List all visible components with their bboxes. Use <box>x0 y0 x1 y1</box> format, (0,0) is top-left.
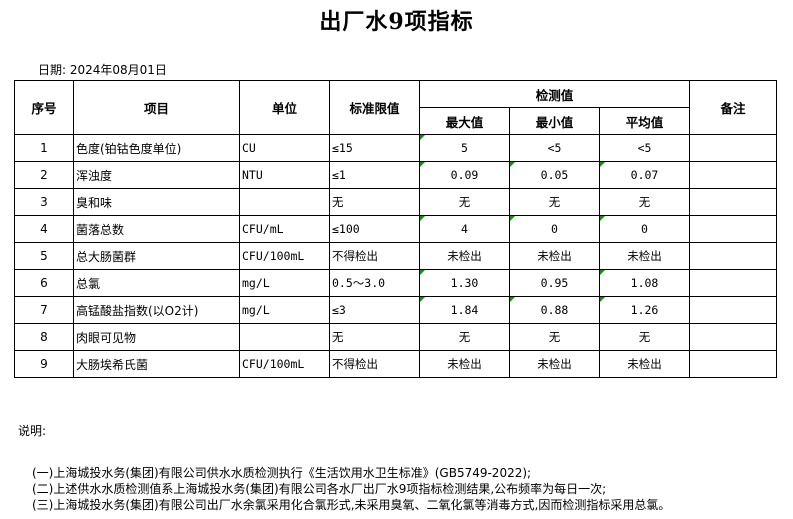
cell-unit: CFU/100mL <box>239 350 330 378</box>
cell-item: 臭和味 <box>73 188 240 216</box>
table-row: 8 肉眼可见物无无无无 <box>14 323 777 351</box>
cell-unit: NTU <box>239 161 330 189</box>
cell-min: 无 <box>509 323 600 351</box>
header-min: 最小值 <box>509 107 600 135</box>
cell-remark <box>689 242 777 270</box>
cell-max: 5 <box>419 134 510 162</box>
note-line: (二)上述供水水质检测值系上海城投水务(集团)有限公司各水厂出厂水9项指标检测结… <box>32 482 607 496</box>
cell-unit: CFU/100mL <box>239 242 330 270</box>
cell-max: 0.09 <box>419 161 510 189</box>
cell-min: 0.88 <box>509 296 600 324</box>
cell-item: 总大肠菌群 <box>73 242 240 270</box>
cell-avg: 0.07 <box>599 161 690 189</box>
cell-min: 无 <box>509 188 600 216</box>
cell-min: 0.95 <box>509 269 600 297</box>
page-title: 出厂水9项指标 <box>319 9 474 35</box>
table-row: 1 色度(铂钴色度单位) CU ≤15 5 <5 <5 <box>14 134 777 162</box>
cell-unit: mg/L <box>239 296 330 324</box>
table-row: 7 高锰酸盐指数(以O2计) mg/L ≤3 1.84 0.88 1.26 <box>14 296 777 324</box>
cell-unit <box>239 188 330 216</box>
cell-limit: 0.5～3.0 <box>329 269 420 297</box>
header-item: 项目 <box>73 80 240 135</box>
cell-seq: 2 <box>14 161 74 189</box>
cell-max: 无 <box>419 188 510 216</box>
cell-limit: ≤100 <box>329 215 420 243</box>
cell-seq: 1 <box>14 134 74 162</box>
cell-min: 未检出 <box>509 242 600 270</box>
cell-max: 未检出 <box>419 350 510 378</box>
cell-limit: ≤1 <box>329 161 420 189</box>
cell-limit: 不得检出 <box>329 242 420 270</box>
cell-seq: 5 <box>14 242 74 270</box>
cell-limit: 无 <box>329 188 420 216</box>
cell-remark <box>689 323 777 351</box>
cell-unit: CU <box>239 134 330 162</box>
header-remark: 备注 <box>689 80 777 135</box>
table-row: 2 浑浊度 NTU ≤1 0.09 0.05 0.07 <box>14 161 777 189</box>
cell-seq: 7 <box>14 296 74 324</box>
cell-avg: <5 <box>599 134 690 162</box>
header-measured: 检测值 <box>419 80 690 108</box>
header-limit: 标准限值 <box>329 80 420 135</box>
cell-item: 色度(铂钴色度单位) <box>73 134 240 162</box>
cell-seq: 4 <box>14 215 74 243</box>
cell-avg: 0 <box>599 215 690 243</box>
cell-remark <box>689 134 777 162</box>
header-unit: 单位 <box>239 80 330 135</box>
cell-item: 菌落总数 <box>73 215 240 243</box>
cell-seq: 9 <box>14 350 74 378</box>
cell-avg: 1.08 <box>599 269 690 297</box>
cell-avg: 未检出 <box>599 350 690 378</box>
cell-max: 未检出 <box>419 242 510 270</box>
cell-seq: 8 <box>14 323 74 351</box>
table-row: 6 总氯 mg/L 0.5～3.0 1.30 0.95 1.08 <box>14 269 777 297</box>
cell-min: 0 <box>509 215 600 243</box>
cell-avg: 1.26 <box>599 296 690 324</box>
notes-heading: 说明: <box>18 424 47 438</box>
cell-min: 未检出 <box>509 350 600 378</box>
cell-max: 1.30 <box>419 269 510 297</box>
table-row: 5 总大肠菌群 CFU/100mL 不得检出 未检出 未检出 未检出 <box>14 242 777 270</box>
header-seq: 序号 <box>14 80 74 135</box>
cell-unit: CFU/mL <box>239 215 330 243</box>
report-date: 日期: 2024年08月01日 <box>38 63 167 77</box>
cell-item: 高锰酸盐指数(以O2计) <box>73 296 240 324</box>
cell-remark <box>689 269 777 297</box>
cell-max: 4 <box>419 215 510 243</box>
table-row: 3 臭和味无无无无 <box>14 188 777 216</box>
cell-item: 浑浊度 <box>73 161 240 189</box>
cell-unit <box>239 323 330 351</box>
table-row: 9 大肠埃希氏菌 CFU/100mL 不得检出 未检出 未检出 未检出 <box>14 350 777 378</box>
cell-limit: ≤3 <box>329 296 420 324</box>
cell-remark <box>689 350 777 378</box>
cell-limit: ≤15 <box>329 134 420 162</box>
table-row: 4 菌落总数 CFU/mL ≤100 4 0 0 <box>14 215 777 243</box>
cell-avg: 无 <box>599 188 690 216</box>
cell-item: 大肠埃希氏菌 <box>73 350 240 378</box>
cell-seq: 6 <box>14 269 74 297</box>
cell-item: 总氯 <box>73 269 240 297</box>
cell-item: 肉眼可见物 <box>73 323 240 351</box>
cell-min: <5 <box>509 134 600 162</box>
cell-remark <box>689 161 777 189</box>
cell-remark <box>689 188 777 216</box>
cell-avg: 未检出 <box>599 242 690 270</box>
cell-avg: 无 <box>599 323 690 351</box>
cell-remark <box>689 215 777 243</box>
cell-max: 无 <box>419 323 510 351</box>
cell-min: 0.05 <box>509 161 600 189</box>
header-avg: 平均值 <box>599 107 690 135</box>
cell-seq: 3 <box>14 188 74 216</box>
cell-max: 1.84 <box>419 296 510 324</box>
notes: 说明: (一)上海城投水务(集团)有限公司供水水质检测执行《生活饮用水卫生标准》… <box>18 422 670 513</box>
header-max: 最大值 <box>419 107 510 135</box>
water-quality-table: 序号 项目 单位 标准限值 检测值 备注 最大值 最小值 平均值 1 色度(铂钴色… <box>14 80 777 378</box>
cell-remark <box>689 296 777 324</box>
cell-limit: 不得检出 <box>329 350 420 378</box>
note-line: (一)上海城投水务(集团)有限公司供水水质检测执行《生活饮用水卫生标准》(GB5… <box>32 466 532 480</box>
cell-unit: mg/L <box>239 269 330 297</box>
cell-limit: 无 <box>329 323 420 351</box>
note-line: (三)上海城投水务(集团)有限公司出厂水余氯采用化合氯形式,未采用臭氧、二氧化氯… <box>32 498 671 512</box>
